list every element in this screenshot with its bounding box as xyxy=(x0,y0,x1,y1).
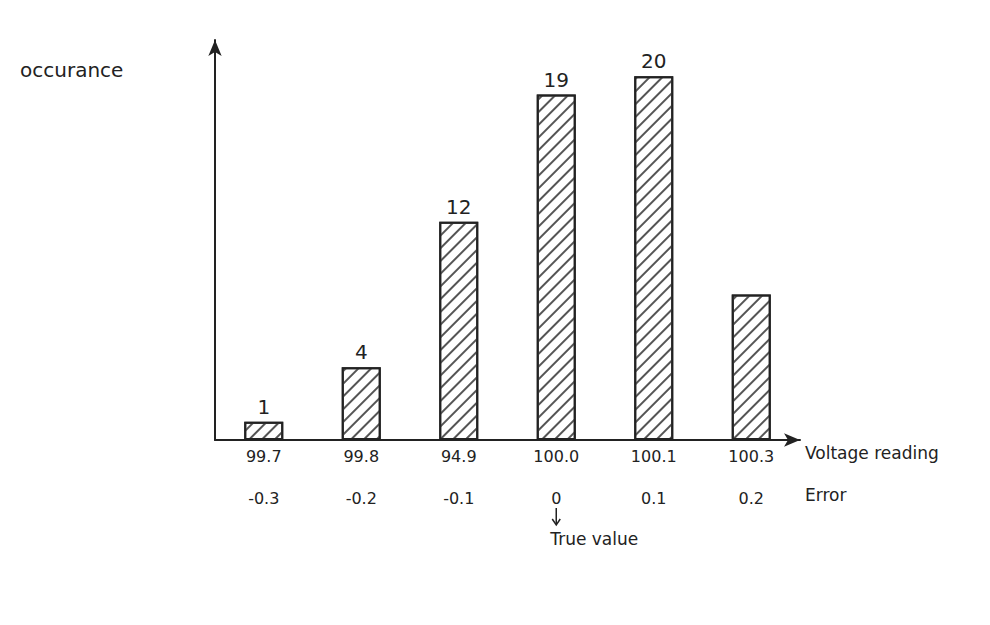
svg-text:Error: Error xyxy=(805,485,846,505)
svg-text:-0.3: -0.3 xyxy=(248,489,279,508)
svg-text:99.7: 99.7 xyxy=(246,447,282,466)
svg-text:19: 19 xyxy=(544,68,569,92)
svg-text:occurance: occurance xyxy=(20,58,123,82)
svg-text:20: 20 xyxy=(641,49,666,73)
svg-text:Voltage reading: Voltage reading xyxy=(805,443,939,463)
svg-text:0: 0 xyxy=(551,489,561,508)
svg-text:-0.2: -0.2 xyxy=(346,489,377,508)
svg-text:100.1: 100.1 xyxy=(631,447,677,466)
svg-text:100.0: 100.0 xyxy=(533,447,579,466)
svg-text:99.8: 99.8 xyxy=(343,447,379,466)
svg-text:100.3: 100.3 xyxy=(728,447,774,466)
svg-text:4: 4 xyxy=(355,340,368,364)
svg-text:-0.1: -0.1 xyxy=(443,489,474,508)
svg-text:94.9: 94.9 xyxy=(441,447,477,466)
svg-text:True value: True value xyxy=(549,529,638,549)
svg-text:0.2: 0.2 xyxy=(739,489,764,508)
svg-text:12: 12 xyxy=(446,195,471,219)
svg-text:0.1: 0.1 xyxy=(641,489,666,508)
svg-text:1: 1 xyxy=(257,395,270,419)
